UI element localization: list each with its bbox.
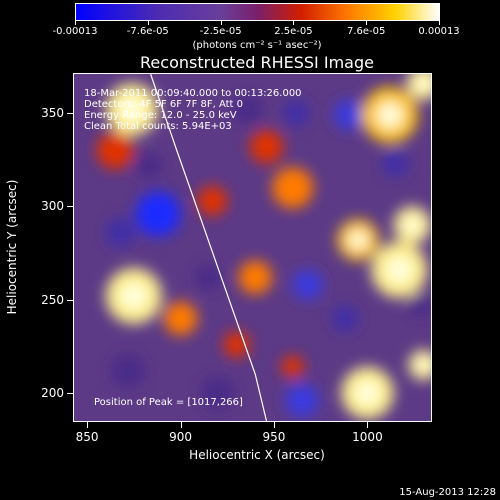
emission-core <box>415 75 431 91</box>
emission-core <box>355 381 380 405</box>
negative-blob <box>292 269 323 300</box>
emission-core <box>416 358 431 372</box>
emission-blob <box>238 260 273 295</box>
y-tick <box>67 299 73 301</box>
plot-title: Reconstructed RHESSI Image <box>140 53 374 72</box>
x-tick-label: 950 <box>262 430 286 444</box>
emission-core <box>386 257 412 283</box>
annotation-energy-range: Energy Range: 12.0 - 25.0 keV <box>84 110 237 121</box>
x-tick <box>273 422 275 428</box>
y-tick <box>67 393 73 395</box>
emission-blob <box>163 301 198 336</box>
emission-core <box>377 102 403 128</box>
negative-blob <box>331 305 359 332</box>
colorbar-tick-label: -7.6e-05 <box>126 26 169 37</box>
solar-limb-line <box>150 74 268 421</box>
negative-blob <box>105 217 136 248</box>
y-tick <box>67 113 73 115</box>
emission-core <box>121 283 147 309</box>
x-tick <box>87 422 89 428</box>
y-tick <box>67 206 73 208</box>
colorbar-tick <box>366 21 368 25</box>
annotation-time-range: 18-Mar-2011 00:09:40.000 to 00:13:26.000 <box>84 88 302 99</box>
emission-core <box>403 216 421 234</box>
negative-blob <box>408 294 431 317</box>
negative-blob <box>382 150 409 177</box>
emission-blob <box>197 185 228 216</box>
negative-blob <box>111 353 146 388</box>
negative-blob <box>333 100 364 130</box>
y-tick-label: 200 <box>41 386 64 401</box>
colorbar-tick <box>220 21 222 25</box>
negative-blob <box>135 152 162 179</box>
colorbar-tick-label: 0.00013 <box>418 26 460 37</box>
colorbar-tick <box>75 21 76 25</box>
emission-blob <box>249 129 284 164</box>
colorbar-tick <box>439 21 440 25</box>
x-tick <box>180 422 182 428</box>
negative-blob <box>285 383 319 418</box>
colorbar-gradient <box>76 4 439 20</box>
intensity-layer <box>96 74 431 420</box>
annotation-algorithm-counts: Clean Total counts: 5.94E+03 <box>84 121 232 132</box>
colorbar-tick <box>293 21 295 25</box>
negative-blob <box>195 264 222 291</box>
x-tick-label: 850 <box>75 430 99 444</box>
annotation-detectors: Detectors: 4F 5F 6F 7F 8F, Att 0 <box>84 99 244 110</box>
y-tick-label: 250 <box>41 292 64 307</box>
colorbar-units: (photons cm⁻² s⁻¹ asec⁻²) <box>192 40 322 51</box>
timestamp: 15-Aug-2013 12:28 <box>399 487 496 498</box>
y-tick-label: 300 <box>41 199 64 214</box>
negative-blob <box>201 376 235 410</box>
colorbar-tick-label: 2.5e-05 <box>274 26 313 37</box>
negative-blob <box>283 100 310 127</box>
x-tick-label: 900 <box>169 430 192 444</box>
heatmap-image <box>74 74 431 421</box>
emission-blob <box>272 167 314 209</box>
colorbar-tick-label: -0.00013 <box>52 26 98 37</box>
emission-blob <box>281 355 304 379</box>
colorbar-tick-label: 7.6e-05 <box>346 26 386 37</box>
emission-blob <box>96 131 134 170</box>
negative-blob <box>135 191 181 237</box>
emission-core <box>120 97 144 122</box>
colorbar <box>75 3 440 21</box>
y-tick-label: 350 <box>41 106 64 121</box>
plot-area: 18-Mar-2011 00:09:40.000 to 00:13:26.000… <box>73 73 432 422</box>
x-tick <box>367 422 369 428</box>
colorbar-tick-label: -2.5e-05 <box>199 26 242 37</box>
y-axis-label: Heliocentric Y (arcsec) <box>5 179 19 315</box>
x-tick-label: 1000 <box>352 430 383 444</box>
colorbar-tick <box>147 21 149 25</box>
annotation-peak-position: Position of Peak = [1017,266] <box>94 397 243 408</box>
x-axis-label: Heliocentric X (arcsec) <box>189 448 325 462</box>
negative-blob <box>232 94 263 125</box>
emission-blob <box>223 331 250 358</box>
emission-core <box>348 230 368 250</box>
